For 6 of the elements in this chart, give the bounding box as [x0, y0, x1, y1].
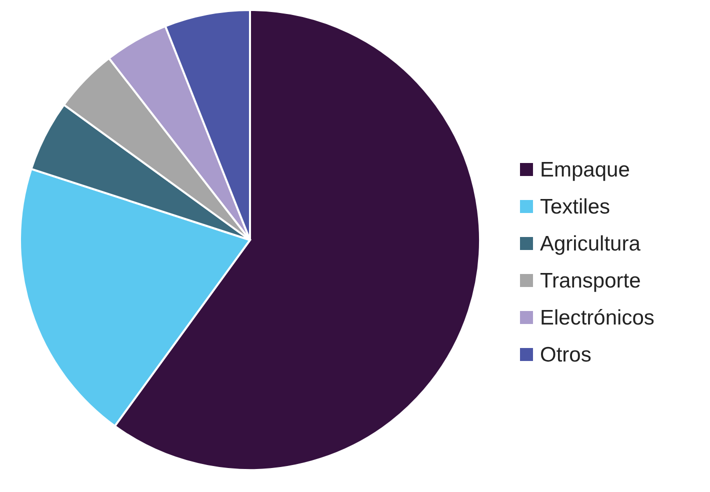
legend-label: Agricultura: [540, 232, 641, 256]
legend-label: Transporte: [540, 270, 641, 292]
legend-label: Otros: [540, 344, 592, 366]
legend-label: Empaque: [540, 158, 630, 182]
legend-label: Electrónicos: [540, 306, 654, 330]
legend-label: Textiles: [540, 196, 610, 218]
